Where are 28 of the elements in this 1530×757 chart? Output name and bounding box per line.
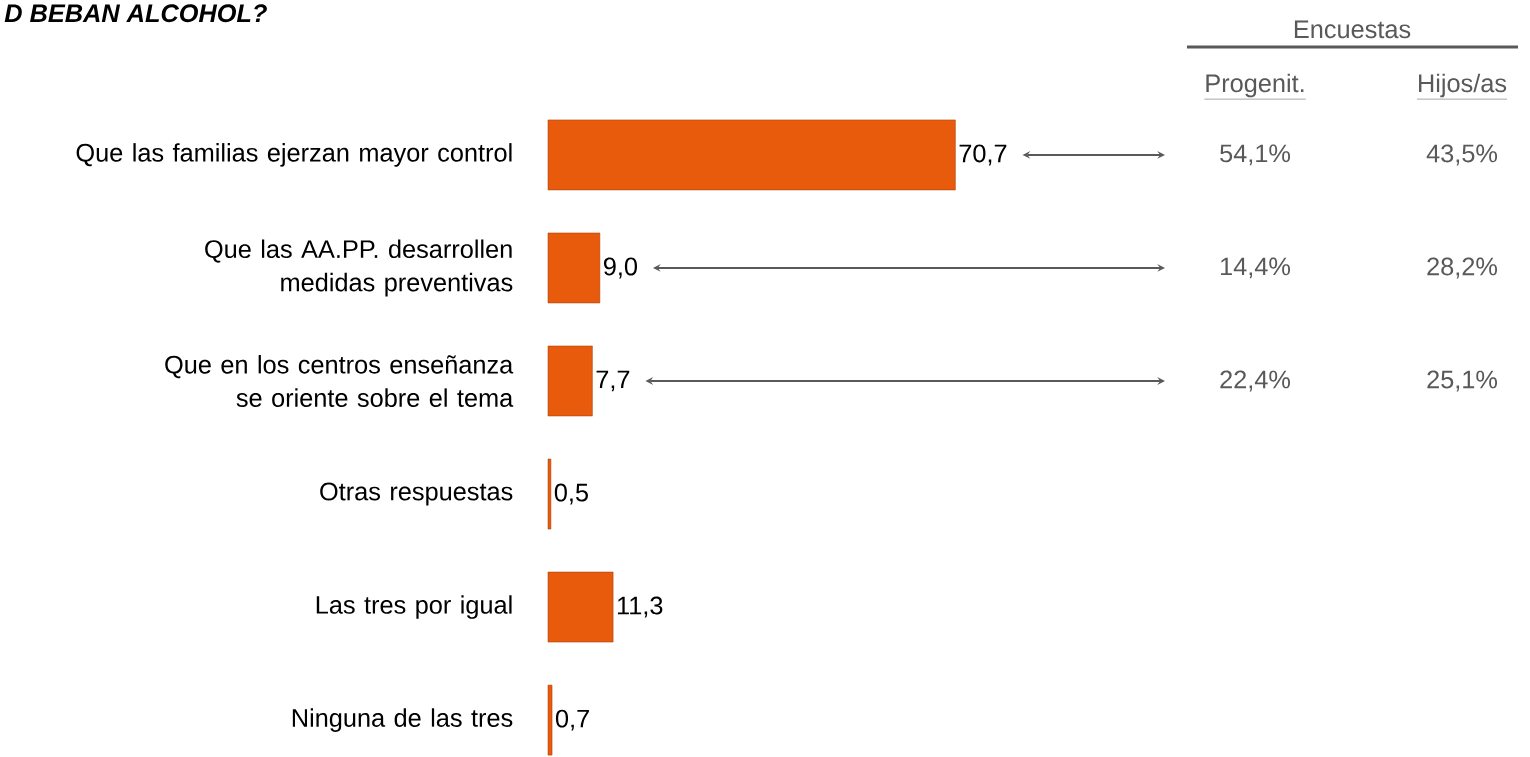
data-label: 0,7 bbox=[555, 709, 589, 731]
text: Encuestas bbox=[1294, 20, 1411, 39]
text: 54,1% bbox=[1220, 144, 1291, 166]
text: 25,1% bbox=[1427, 370, 1498, 392]
data-label: 0,5 bbox=[554, 483, 588, 505]
bar bbox=[547, 345, 593, 417]
y-tick-label: Que las familias ejerzan mayor control bbox=[76, 143, 512, 167]
data-label: 7,7 bbox=[596, 370, 630, 392]
data-label: 70,7 bbox=[959, 144, 1007, 166]
y-tick-label: Que en los centros enseñanza se oriente sobre el tema bbox=[165, 355, 514, 407]
bar bbox=[547, 684, 553, 756]
data-label: 9,0 bbox=[603, 257, 638, 279]
text: Progenit. bbox=[1206, 73, 1304, 98]
text: D BEBAN ALCOHOL? bbox=[4, 4, 267, 23]
bar bbox=[547, 571, 614, 643]
bar bbox=[547, 119, 956, 191]
text: 28,2% bbox=[1427, 257, 1498, 279]
y-tick-label: Ninguna de las tres bbox=[292, 708, 513, 732]
y-tick-label: Las tres por igual bbox=[316, 595, 512, 619]
text: 22,4% bbox=[1220, 370, 1291, 392]
y-tick-label: Que las AA.PP. desarrollen medidas preventivas bbox=[205, 239, 513, 297]
text: Hijos/as bbox=[1419, 73, 1507, 98]
text: 43,5% bbox=[1426, 144, 1498, 166]
bar bbox=[547, 232, 601, 304]
y-tick-label: Otras respuestas bbox=[320, 482, 513, 506]
bar bbox=[547, 458, 552, 530]
text: 14,4% bbox=[1221, 257, 1291, 279]
data-label: 11,3 bbox=[617, 596, 663, 618]
